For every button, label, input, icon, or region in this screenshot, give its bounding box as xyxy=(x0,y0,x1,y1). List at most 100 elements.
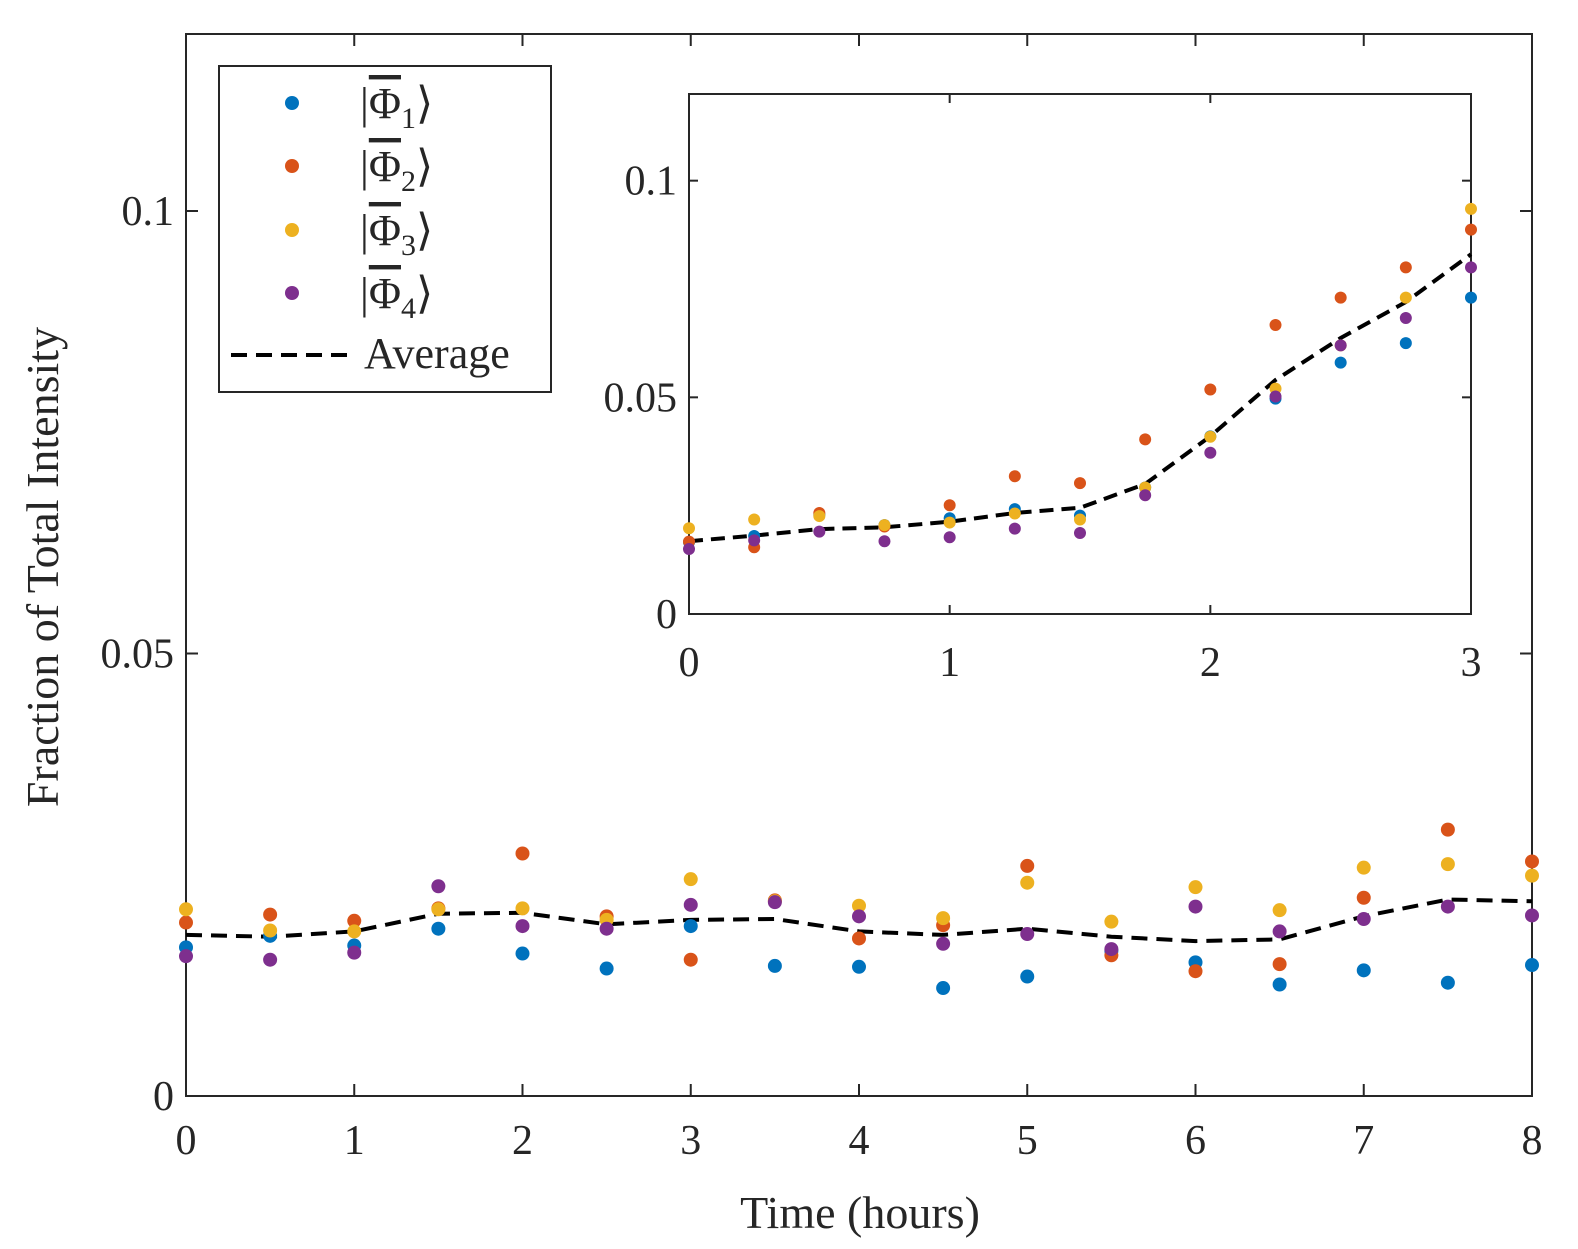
main-phi1-point xyxy=(683,919,698,934)
inset-phi2-point xyxy=(1269,318,1282,331)
main-phi1-point xyxy=(767,958,782,973)
inset-phi4-point xyxy=(1269,390,1282,403)
inset-y-tick-label: 0.05 xyxy=(604,375,678,421)
main-phi1-point xyxy=(936,981,951,996)
main-y-tick-label: 0.05 xyxy=(101,632,175,678)
main-phi2-point xyxy=(179,915,193,930)
main-y-ticks: 0 0.05 0.1 xyxy=(101,189,1532,1120)
main-phi2-point xyxy=(515,846,530,861)
inset-x-ticks: 0 1 2 3 xyxy=(679,94,1482,686)
main-phi4-point xyxy=(1188,899,1203,914)
inset-series-phi4 xyxy=(683,261,1477,555)
main-phi1-point xyxy=(1356,963,1371,978)
main-x-tick-label: 3 xyxy=(680,1118,701,1164)
inset-phi3-point xyxy=(748,513,761,526)
main-phi3-point xyxy=(347,924,362,939)
inset-phi2-point xyxy=(1204,383,1217,396)
inset-phi3-point xyxy=(1008,507,1021,520)
main-phi3-point xyxy=(1020,875,1035,890)
main-axes: 0 1 2 3 4 5 6 7 8 0 0.05 0.1 xyxy=(101,33,1543,1164)
inset-phi3-point xyxy=(1204,430,1217,443)
main-phi4-point xyxy=(852,909,866,924)
main-x-ticks: 0 1 2 3 4 5 6 7 8 xyxy=(176,34,1543,1164)
inset-phi4-point xyxy=(943,531,956,544)
main-phi2-point xyxy=(852,931,866,946)
main-series xyxy=(179,822,1539,996)
main-phi4-point xyxy=(263,952,278,967)
inset-y-ticks: 0 0.05 0.1 xyxy=(604,159,1471,638)
main-phi3-point xyxy=(1356,860,1371,875)
main-phi1-point xyxy=(1272,977,1287,992)
legend-entry-phi1: |Φ1⟩ xyxy=(285,79,433,135)
legend-marker-phi1 xyxy=(285,96,299,110)
main-phi4-point xyxy=(1020,927,1035,942)
main-phi1-point xyxy=(1020,969,1035,984)
inset-phi2-point xyxy=(1399,261,1412,274)
inset-phi3-point xyxy=(1074,513,1086,526)
inset-phi2-point xyxy=(1465,223,1477,236)
inset-phi2-point xyxy=(1139,433,1152,446)
legend-label-phi3: |Φ3⟩ xyxy=(360,206,433,262)
main-x-tick-label: 4 xyxy=(849,1118,870,1164)
main-phi3-point xyxy=(1440,857,1455,872)
legend-entry-phi3: |Φ3⟩ xyxy=(285,206,433,262)
inset-series-average-line xyxy=(688,252,1473,544)
inset-series xyxy=(683,202,1477,555)
main-phi3-point xyxy=(431,902,446,917)
inset-x-tick-label: 1 xyxy=(939,640,960,686)
legend-marker-phi3 xyxy=(285,223,299,237)
x-axis-label: Time (hours) xyxy=(740,1187,980,1238)
inset-phi4-point xyxy=(1204,446,1217,459)
main-phi2-point xyxy=(1356,890,1371,905)
legend-marker-phi4 xyxy=(285,286,299,300)
legend-label-phi4: |Φ4⟩ xyxy=(360,269,433,325)
main-phi4-point xyxy=(683,897,698,912)
inset-phi2-point xyxy=(1074,477,1086,490)
inset-phi3-point xyxy=(1399,291,1412,304)
main-y-tick-label: 0.1 xyxy=(122,189,175,235)
inset-phi1-point xyxy=(1334,356,1347,369)
inset-phi1-point xyxy=(1465,291,1477,304)
legend-label-phi1: |Φ1⟩ xyxy=(360,79,433,135)
main-y-tick-label: 0 xyxy=(153,1074,174,1120)
main-phi3-point xyxy=(263,923,278,938)
inset-x-tick-label: 2 xyxy=(1200,640,1221,686)
main-series-phi3 xyxy=(179,857,1539,939)
main-phi4-point xyxy=(1104,942,1119,957)
main-phi2-point xyxy=(1525,854,1539,869)
main-phi3-point xyxy=(179,902,193,917)
y-axis-label: Fraction of Total Intensity xyxy=(17,327,68,807)
main-x-tick-label: 8 xyxy=(1522,1118,1543,1164)
legend-label-average: Average xyxy=(364,329,510,378)
main-phi2-point xyxy=(683,952,698,967)
main-phi3-point xyxy=(1525,868,1539,883)
main-phi4-point xyxy=(1356,912,1371,926)
main-phi1-point xyxy=(515,946,530,961)
main-series-phi4 xyxy=(179,879,1539,967)
inset-x-tick-label: 0 xyxy=(679,640,700,686)
inset-y-tick-label: 0 xyxy=(656,592,677,638)
legend: |Φ1⟩ |Φ2⟩ |Φ3⟩ |Φ4⟩ Average xyxy=(218,65,552,393)
legend-entry-phi2: |Φ2⟩ xyxy=(285,142,433,198)
main-x-tick-label: 5 xyxy=(1017,1118,1038,1164)
main-phi4-point xyxy=(767,895,782,910)
main-phi1-point xyxy=(1440,975,1455,990)
main-phi2-point xyxy=(347,913,362,928)
legend-entry-average: Average xyxy=(231,329,510,378)
main-phi4-point xyxy=(515,919,530,934)
inset-phi4-point xyxy=(1008,522,1021,535)
main-series-average-line xyxy=(185,897,1533,944)
inset-phi1-point xyxy=(1399,337,1412,350)
inset-phi3-point xyxy=(943,516,956,529)
inset-plot-frame xyxy=(688,93,1472,615)
main-phi3-point xyxy=(852,898,866,913)
main-phi2-point xyxy=(1020,858,1035,873)
inset-phi4-point xyxy=(878,535,891,548)
inset-phi4-point xyxy=(1074,526,1086,539)
legend-label-phi2: |Φ2⟩ xyxy=(360,142,433,198)
main-x-tick-label: 6 xyxy=(1185,1118,1206,1164)
main-phi4-point xyxy=(599,921,614,936)
main-phi4-point xyxy=(1525,908,1539,923)
main-x-tick-label: 1 xyxy=(344,1118,365,1164)
